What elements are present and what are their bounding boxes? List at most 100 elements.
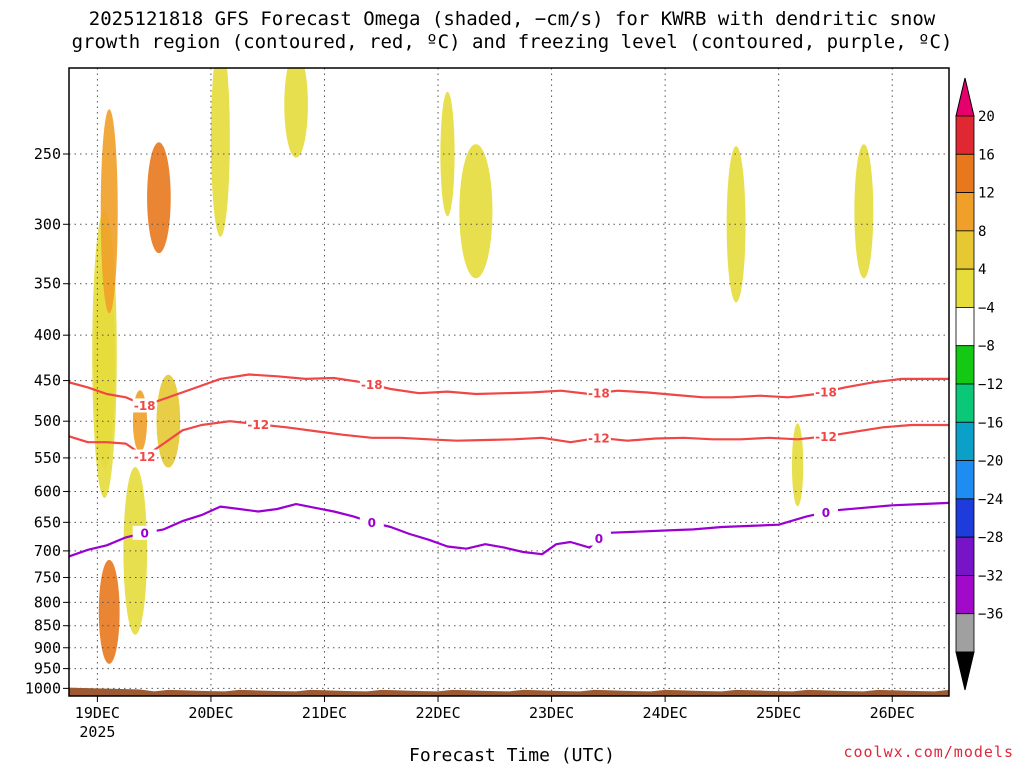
y-tick-label: 750 [34,568,61,586]
colorbar-swatch [955,230,975,270]
terrain-band [69,687,949,696]
omega-shading [92,68,874,664]
colorbar-tick-label: 8 [978,224,986,240]
x-axis-label: Forecast Time (UTC) [409,745,615,766]
contour-label: 0 [822,506,830,520]
contour-label: -12 [588,431,610,445]
terrain-surface [69,687,949,696]
contour-label-bg [132,449,157,464]
y-tick-label: 300 [34,215,61,233]
y-tick-label: 800 [34,593,61,611]
y-tick-label: 650 [34,513,61,531]
x-tick-label: 20DEC [188,704,233,722]
colorbar-tick-label: −8 [978,339,995,355]
contour-label: 0 [595,532,603,546]
omega-blob [726,146,746,303]
contour-label-bg [359,377,384,392]
colorbar-tick-label: −32 [978,568,1003,584]
contour-label: -18 [815,385,837,399]
colorbar-tick-label: −16 [978,415,1003,431]
colorbar-tick-label: −4 [978,300,995,316]
y-tick-label: 1000 [25,679,61,697]
colorbar-swatch [955,268,975,308]
contour-label-bg [813,384,838,399]
colorbar-swatch [955,153,975,193]
colorbar-tick-label: −12 [978,377,1003,393]
colorbar-swatch [955,460,975,500]
omega-blob [100,109,118,314]
contour-label: -18 [134,399,156,413]
omega-blob [98,559,120,664]
colorbar-swatch [955,383,975,423]
colorbar-tick-label: 16 [978,147,995,163]
omega-blob [440,91,455,217]
colorbar-tick-label: 4 [978,262,986,278]
colorbar-swatch [955,498,975,538]
colorbar-top-arrow [955,77,975,117]
chart-title-line-1: 2025121818 GFS Forecast Omega (shaded, −… [88,8,936,30]
omega-blob [210,68,230,237]
contour-label-bg [132,525,157,540]
x-tick-label: 23DEC [529,704,574,722]
contour-line [69,501,949,558]
temperature-contours: -18 -18 -18 -18 -12 -12 -12 -12 0 0 0 0 [69,373,949,558]
colorbar-swatch [955,345,975,385]
contour-label: -18 [588,386,610,400]
contour-line [69,420,949,458]
colorbar-tick-label: 20 [978,109,995,125]
omega-blob [147,142,171,254]
x-tick-label: 19DEC [75,704,120,722]
x-tick-label: 24DEC [643,704,688,722]
contour-label-bg [813,429,838,444]
colorbar-swatch [955,536,975,576]
y-tick-label: 500 [34,412,61,430]
omega-blob [791,423,804,507]
y-tick-label: 600 [34,482,61,500]
contour-label-bg [586,430,611,445]
site-credit: coolwx.com/models [843,743,1014,761]
contour-label: 0 [141,526,149,540]
contour-label-bg [586,531,611,546]
y-tick-label: 900 [34,639,61,657]
y-tick-label: 700 [34,542,61,560]
y-tick-label: 400 [34,326,61,344]
plot-frame [68,67,950,697]
omega-blob [854,144,874,279]
colorbar-tick-label: −36 [978,607,1003,623]
omega-blob [459,144,493,279]
colorbar-bottom-arrow [955,651,975,691]
contour-label-bg [813,505,838,520]
x-tick-label: 22DEC [415,704,460,722]
y-tick-label: 850 [34,617,61,635]
colorbar-tick-label: −28 [978,530,1003,546]
omega-blob [284,68,308,158]
contour-label-bg [246,417,271,432]
contour-label: -12 [247,418,269,432]
y-tick-label: 550 [34,449,61,467]
x-tick-sublabel: 2025 [79,723,115,741]
y-tick-label: 350 [34,275,61,293]
colorbar-tick-label: −24 [978,492,1003,508]
colorbar-swatch [955,115,975,155]
y-tick-label: 450 [34,372,61,390]
colorbar-tick-label: −20 [978,454,1003,470]
contour-line [69,373,949,407]
colorbar-swatch [955,613,975,653]
contour-label: -18 [361,378,383,392]
y-tick-label: 250 [34,145,61,163]
colorbar: 20 16 12 8 4 −4 −8 −12 −16 −20 −24 −28 −32 −36 [955,77,1003,691]
colorbar-swatch [955,307,975,347]
contour-label-bg [132,398,157,413]
contour-label-bg [586,385,611,400]
colorbar-swatch [955,421,975,461]
x-tick-label: 21DEC [302,704,347,722]
contour-label: 0 [368,516,376,530]
colorbar-swatch [955,192,975,232]
chart-title-line-2: growth region (contoured, red, ºC) and f… [71,31,953,53]
contour-label-bg [359,515,384,530]
y-tick-label: 950 [34,660,61,678]
x-tick-label: 25DEC [756,704,801,722]
colorbar-tick-label: 12 [978,186,995,202]
